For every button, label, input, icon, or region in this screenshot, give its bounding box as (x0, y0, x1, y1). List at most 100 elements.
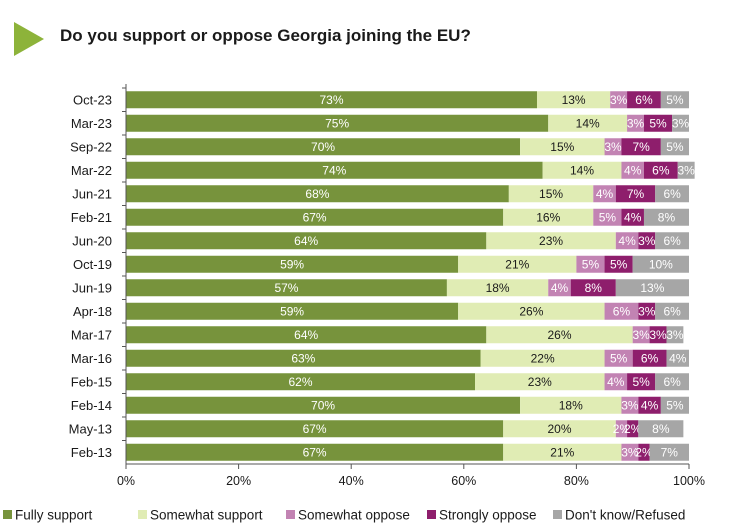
bar-segment (615, 279, 689, 297)
bar-segment (655, 302, 689, 320)
data-label: 6% (663, 234, 681, 248)
legend-label: Don't know/Refused (565, 508, 685, 523)
data-label: 5% (610, 257, 628, 271)
x-tick-label: 100% (673, 474, 705, 488)
bar-segment (126, 232, 487, 250)
data-label: 6% (663, 304, 681, 318)
bar-segment (480, 349, 605, 367)
data-label: 2% (635, 445, 653, 459)
bar-segment (593, 208, 622, 226)
bar-segment (604, 349, 633, 367)
bar-segment (486, 232, 616, 250)
bar-segment (660, 396, 689, 414)
bar-segment (621, 443, 639, 461)
category-label: Oct-23 (73, 92, 112, 107)
bar-segment (503, 443, 622, 461)
data-label: 8% (652, 422, 670, 436)
category-label: Oct-19 (73, 257, 112, 272)
data-label: 14% (570, 163, 594, 177)
bar-segment (126, 326, 487, 344)
category-label: Jun-20 (72, 233, 112, 248)
bar-segment (666, 349, 689, 367)
bar-segment (446, 279, 549, 297)
bar-segment (615, 232, 639, 250)
bar-segment (458, 255, 577, 273)
bar-segment (621, 208, 644, 226)
bar-segment (655, 185, 689, 203)
data-label: 62% (289, 375, 313, 389)
data-label: 75% (325, 116, 349, 130)
category-label: Mar-22 (71, 163, 112, 178)
bar-segment (604, 373, 628, 391)
bar-segment (627, 373, 656, 391)
bar-segment (548, 279, 571, 297)
data-label: 7% (632, 140, 650, 154)
data-label: 6% (652, 163, 670, 177)
bar-segment (126, 114, 549, 132)
data-label: 26% (547, 328, 571, 342)
bar-segment (643, 161, 678, 179)
bar-segment (627, 91, 661, 109)
data-label: 3% (638, 304, 656, 318)
bar-segment (604, 138, 622, 156)
legend-swatch (138, 510, 147, 519)
bar-segment (604, 302, 639, 320)
bar-segment (576, 255, 605, 273)
bar-segment (632, 349, 667, 367)
bar-segment (643, 208, 689, 226)
data-label: 18% (559, 398, 583, 412)
legend-label: Fully support (15, 508, 93, 523)
data-label: 7% (627, 187, 645, 201)
data-label: 26% (519, 304, 543, 318)
data-label: 4% (669, 351, 687, 365)
bar-segment (520, 396, 622, 414)
category-label: Feb-21 (71, 210, 112, 225)
category-label: Mar-23 (71, 116, 112, 131)
data-label: 3% (632, 328, 650, 342)
bars-group: 73% 13% 3% 6% 5%75% 14% 3% 5% 3%70% 15% 3% 7% 5%74% 1… (126, 91, 695, 461)
legend-label: Somewhat support (150, 508, 263, 523)
data-label: 6% (663, 187, 681, 201)
category-label: Feb-15 (71, 374, 112, 389)
bar-segment (638, 420, 684, 438)
bar-segment (621, 161, 644, 179)
data-label: 6% (641, 351, 659, 365)
bar-segment (508, 185, 594, 203)
data-label: 3% (627, 116, 645, 130)
data-label: 3% (666, 328, 684, 342)
data-label: 67% (303, 422, 327, 436)
bar-segment (542, 161, 622, 179)
data-label: 5% (632, 375, 650, 389)
data-label: 21% (550, 445, 574, 459)
data-label: 13% (562, 93, 586, 107)
data-label: 3% (610, 93, 628, 107)
bar-segment (126, 138, 521, 156)
data-label: 8% (658, 210, 676, 224)
data-label: 68% (305, 187, 329, 201)
bar-segment (621, 138, 661, 156)
bar-segment (458, 302, 605, 320)
bar-segment (638, 302, 656, 320)
bar-segment (627, 420, 639, 438)
bar-segment (649, 326, 667, 344)
bar-segment (126, 208, 504, 226)
legend-swatch (427, 510, 436, 519)
data-label: 6% (635, 93, 653, 107)
bar-segment (126, 161, 543, 179)
data-label: 4% (641, 398, 659, 412)
data-label: 67% (303, 210, 327, 224)
bar-segment (655, 232, 689, 250)
bar-segment (503, 208, 594, 226)
bar-segment (126, 91, 537, 109)
bar-segment (486, 326, 633, 344)
data-label: 2% (624, 422, 642, 436)
data-label: 59% (280, 257, 304, 271)
legend-swatch (3, 510, 12, 519)
bar-segment (672, 114, 689, 132)
category-label: Mar-16 (71, 351, 112, 366)
bar-segment (126, 185, 509, 203)
data-label: 13% (640, 281, 664, 295)
data-label: 15% (539, 187, 563, 201)
bar-segment (503, 420, 616, 438)
